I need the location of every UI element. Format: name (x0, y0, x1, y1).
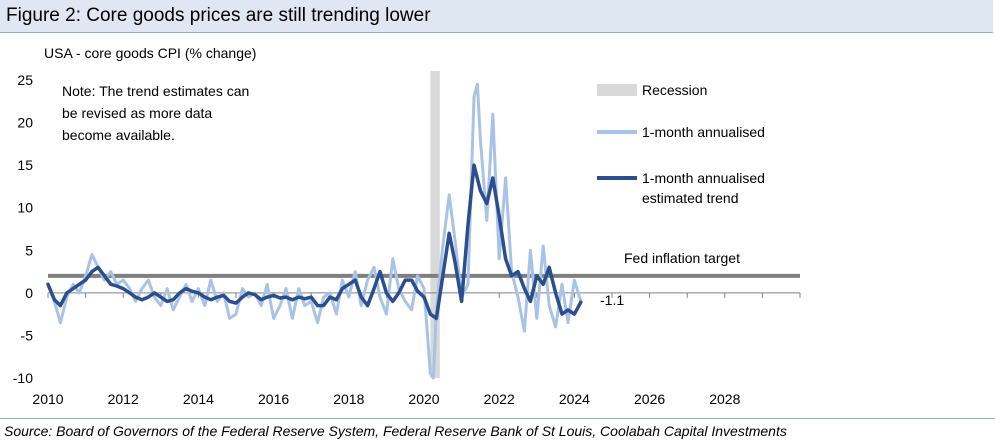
legend-recession-swatch (597, 84, 637, 96)
y-tick-label: 10 (17, 200, 33, 216)
x-tick-label: 2028 (709, 391, 740, 407)
y-tick-label: 0 (25, 285, 33, 301)
x-tick-label: 2026 (634, 391, 665, 407)
y-tick-label: 25 (17, 72, 33, 88)
recession-band (430, 71, 440, 378)
x-tick-label: 2018 (333, 391, 364, 407)
chart-svg: -10 -5 0 5 10 15 20 25 2010 2012 2014 2016 2018 2020 2… (13, 71, 801, 407)
legend-trend-label: estimated trend (642, 190, 739, 206)
x-tick-label: 2014 (183, 391, 214, 407)
y-tick-label: 15 (17, 157, 33, 173)
x-tick-label: 2022 (484, 391, 515, 407)
x-tick-label: 2012 (108, 391, 139, 407)
trend-series-line (46, 163, 583, 321)
figure-title: Figure 2: Core goods prices are still tr… (6, 5, 431, 26)
fed-target-label: Fed inflation target (624, 250, 740, 266)
y-tick-label: 5 (25, 242, 33, 258)
chart-note: Note: The trend estimates can be revised… (62, 83, 250, 143)
x-tick-label: 2020 (408, 391, 439, 407)
x-tick-label: 2024 (559, 391, 590, 407)
y-tick-label: -5 (21, 327, 34, 343)
source-divider (0, 418, 995, 419)
x-tick-label: 2010 (32, 391, 63, 407)
x-tick-label: 2016 (258, 391, 289, 407)
title-bar: Figure 2: Core goods prices are still tr… (0, 0, 993, 33)
raw-series-line (46, 82, 583, 380)
y-tick-label: 20 (17, 115, 33, 131)
legend-recession-label: Recession (642, 82, 707, 98)
last-value-label: -1.1 (600, 292, 624, 308)
y-tick-label: -10 (13, 370, 33, 386)
legend-trend-label: 1-month annualised (642, 170, 765, 186)
legend-raw-label: 1-month annualised (642, 124, 765, 140)
source-text: Source: Board of Governors of the Federa… (4, 423, 787, 439)
y-axis-label: USA - core goods CPI (% change) (44, 45, 257, 61)
